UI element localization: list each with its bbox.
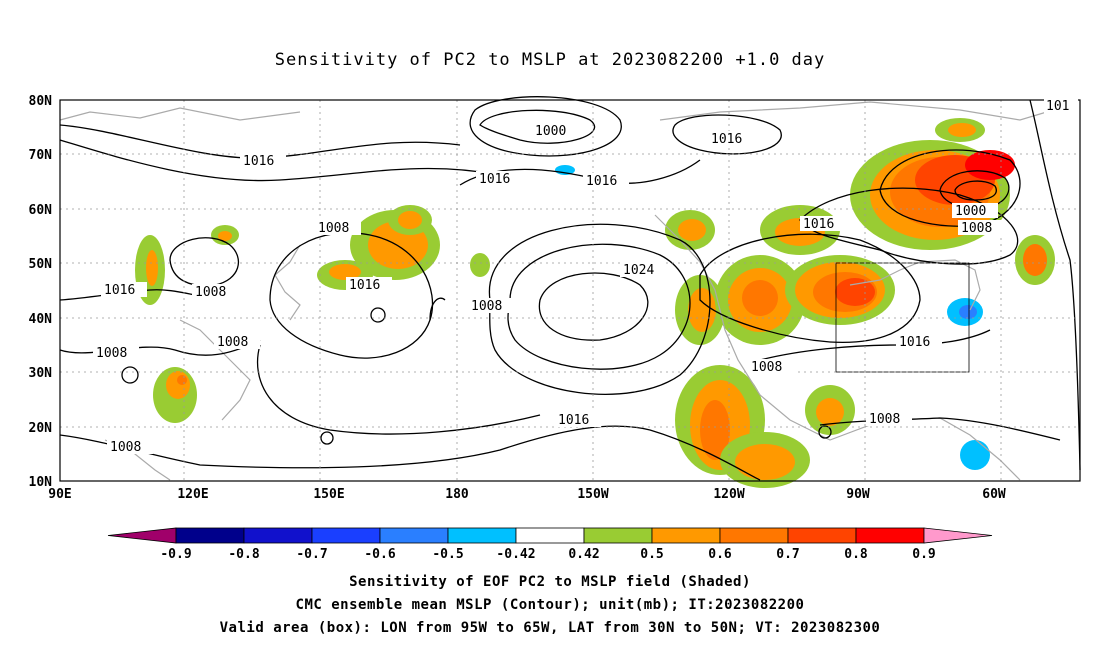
colorbar-tick-label: 0.8	[844, 547, 868, 562]
contour-label: 1008	[96, 346, 127, 361]
contour-label: 1000	[955, 204, 986, 219]
contour-label: 1016	[558, 413, 589, 428]
caption-shading: Sensitivity of EOF PC2 to MSLP field (Sh…	[349, 574, 751, 590]
contour-label: 1000	[535, 124, 566, 139]
contour-label: 1016	[586, 174, 617, 189]
contour-label: 1008	[869, 412, 900, 427]
contour-label: 1016	[243, 154, 274, 169]
contour-label: 1016	[104, 283, 135, 298]
contour-label: 1008	[217, 335, 248, 350]
colorbar-swatch	[175, 527, 245, 544]
colorbar-swatch	[243, 527, 313, 544]
colorbar-tick-label: 0.42	[568, 547, 599, 562]
colorbar-tick-label: -0.9	[160, 547, 191, 562]
colorbar-right-arrow	[923, 527, 993, 544]
lat-label: 30N	[29, 366, 53, 381]
colorbar-tick-label: 0.9	[912, 547, 935, 562]
lat-label: 70N	[29, 148, 53, 163]
contour-label: 101	[1046, 99, 1069, 114]
colorbar-swatch	[515, 527, 585, 544]
contour-label: 1008	[318, 221, 349, 236]
lon-label: 180	[445, 487, 469, 502]
colorbar-tick-label: 0.6	[708, 547, 732, 562]
lat-label: 80N	[29, 94, 53, 109]
lat-label: 10N	[29, 475, 53, 490]
contour-label: 1016	[349, 278, 380, 293]
longitude-labels: 90E 120E 150E 180 150W 120W 90W 60W	[48, 487, 1006, 502]
contour-labels: 1016 1016 1016 1000 1016 101 1000 1008 1…	[93, 99, 1078, 455]
lon-label: 90E	[48, 487, 71, 502]
colorbar-swatch	[787, 527, 857, 544]
colorbar-tick-label: 0.7	[776, 547, 799, 562]
lon-label: 120W	[713, 487, 744, 502]
caption-valid-area: Valid area (box): LON from 95W to 65W, L…	[219, 620, 881, 636]
map-frame	[59, 99, 1081, 482]
map-title: Sensitivity of PC2 to MSLP at 2023082200…	[274, 50, 826, 70]
colorbar	[107, 527, 993, 544]
contour-label: 1008	[751, 360, 782, 375]
contour-label: 1016	[711, 132, 742, 147]
valid-area-box	[835, 262, 970, 373]
colorbar-left-arrow	[107, 527, 177, 544]
contour-label: 1016	[899, 335, 930, 350]
lon-label: 150E	[313, 487, 344, 502]
caption-contour: CMC ensemble mean MSLP (Contour); unit(m…	[295, 597, 805, 613]
contour-label: 1024	[623, 263, 654, 278]
lat-label: 50N	[29, 257, 53, 272]
contour-label: 1008	[961, 221, 992, 236]
colorbar-tick-label: -0.7	[296, 547, 327, 562]
colorbar-swatch	[379, 527, 449, 544]
contour-label: 1016	[803, 217, 834, 232]
lon-label: 120E	[177, 487, 208, 502]
colorbar-tick-label: -0.8	[228, 547, 259, 562]
lon-label: 150W	[577, 487, 608, 502]
colorbar-tick-label: -0.42	[496, 547, 535, 562]
lon-label: 60W	[982, 487, 1006, 502]
lon-label: 90W	[846, 487, 870, 502]
colorbar-tick-label: 0.5	[640, 547, 663, 562]
colorbar-labels: -0.9 -0.8 -0.7 -0.6 -0.5 -0.42 0.42 0.5 0.6 0.7 0.…	[160, 547, 935, 562]
colorbar-swatch	[583, 527, 653, 544]
contour-label: 1016	[479, 172, 510, 187]
lat-label: 60N	[29, 203, 53, 218]
colorbar-swatch	[311, 527, 381, 544]
contour-label: 1008	[110, 440, 141, 455]
latitude-labels: 80N 70N 60N 50N 40N 30N 20N 10N	[29, 94, 53, 490]
contour-label: 1008	[195, 285, 226, 300]
contour-label: 1008	[471, 299, 502, 314]
lat-label: 20N	[29, 421, 53, 436]
colorbar-swatch	[719, 527, 789, 544]
lat-label: 40N	[29, 312, 53, 327]
colorbar-tick-label: -0.5	[432, 547, 463, 562]
colorbar-swatch	[447, 527, 517, 544]
colorbar-tick-label: -0.6	[364, 547, 395, 562]
colorbar-swatch	[651, 527, 721, 544]
colorbar-swatch	[855, 527, 925, 544]
